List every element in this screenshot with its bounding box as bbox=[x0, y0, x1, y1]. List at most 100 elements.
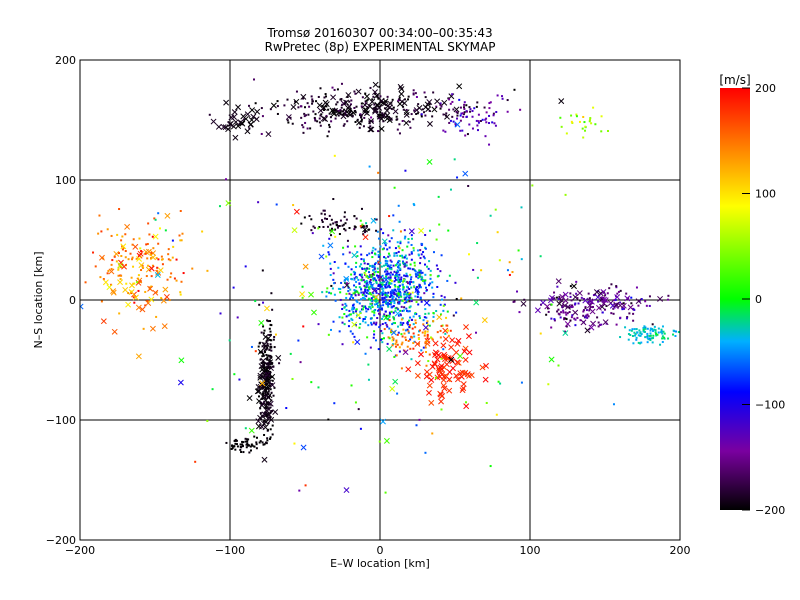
data-point-dot bbox=[241, 444, 244, 447]
data-point-dot bbox=[471, 127, 474, 130]
data-point-dot bbox=[373, 299, 376, 302]
data-point-dot bbox=[677, 331, 680, 334]
data-point-cross bbox=[257, 372, 264, 379]
data-point-cross bbox=[345, 105, 352, 112]
data-point-cross bbox=[235, 104, 242, 111]
data-point-dot bbox=[436, 285, 439, 288]
data-point-dot bbox=[640, 341, 643, 344]
data-point-cross bbox=[432, 340, 439, 347]
data-point-dot bbox=[170, 272, 173, 275]
data-point-dot bbox=[358, 302, 361, 305]
data-point-dot bbox=[297, 339, 300, 342]
data-point-dot bbox=[411, 336, 414, 339]
data-point-dot bbox=[140, 269, 143, 272]
data-point-dot bbox=[334, 117, 337, 120]
data-point-dot bbox=[250, 345, 253, 348]
data-point-dot bbox=[358, 326, 361, 329]
data-point-cross bbox=[264, 383, 271, 390]
data-point-dot bbox=[370, 299, 373, 302]
data-point-dot bbox=[381, 248, 384, 251]
data-point-dot bbox=[161, 263, 164, 266]
data-point-dot bbox=[397, 292, 400, 295]
data-point-dot bbox=[400, 318, 403, 321]
data-point-dot bbox=[406, 300, 409, 303]
data-point-dot bbox=[263, 349, 266, 352]
data-point-dot bbox=[245, 443, 248, 446]
data-point-dot bbox=[364, 316, 367, 319]
data-point-dot bbox=[385, 300, 388, 303]
data-point-dot bbox=[439, 103, 442, 106]
data-point-dot bbox=[501, 95, 504, 98]
data-point-dot bbox=[412, 92, 415, 95]
data-point-dot bbox=[348, 319, 351, 322]
data-point-dot bbox=[355, 299, 358, 302]
data-point-dot bbox=[424, 342, 427, 345]
data-point-dot bbox=[333, 154, 336, 157]
data-point-dot bbox=[314, 118, 317, 121]
data-point-dot bbox=[132, 238, 135, 241]
data-point-dot bbox=[419, 262, 422, 265]
data-point-dot bbox=[403, 297, 406, 300]
data-point-dot bbox=[391, 273, 394, 276]
data-point-dot bbox=[601, 311, 604, 314]
data-point-dot bbox=[448, 121, 451, 124]
data-point-cross bbox=[261, 456, 268, 463]
data-point-dot bbox=[369, 275, 372, 278]
data-point-dot bbox=[355, 286, 358, 289]
data-point-dot bbox=[259, 440, 262, 443]
data-point-dot bbox=[287, 121, 290, 124]
data-point-dot bbox=[360, 207, 363, 210]
data-point-dot bbox=[463, 107, 466, 110]
data-point-dot bbox=[276, 100, 279, 103]
data-point-dot bbox=[405, 307, 408, 310]
data-point-dot bbox=[408, 298, 411, 301]
data-point-dot bbox=[181, 232, 184, 235]
data-point-dot bbox=[397, 308, 400, 311]
data-point-dot bbox=[234, 448, 237, 451]
data-point-dot bbox=[152, 247, 155, 250]
data-point-dot bbox=[464, 134, 467, 137]
data-point-cross bbox=[368, 126, 375, 133]
data-point-cross bbox=[370, 217, 377, 224]
data-point-dot bbox=[265, 348, 268, 351]
data-point-dot bbox=[570, 114, 573, 117]
data-point-dot bbox=[366, 289, 369, 292]
colorbar-tick-label: −200 bbox=[755, 504, 785, 517]
data-point-dot bbox=[254, 300, 257, 303]
data-point-dot bbox=[339, 288, 342, 291]
data-point-dot bbox=[266, 319, 269, 322]
data-point-dot bbox=[419, 297, 422, 300]
data-point-dot bbox=[672, 329, 675, 332]
data-point-dot bbox=[364, 286, 367, 289]
data-point-dot bbox=[351, 306, 354, 309]
data-point-dot bbox=[269, 384, 272, 387]
data-point-dot bbox=[644, 326, 647, 329]
data-point-dot bbox=[383, 270, 386, 273]
data-point-dot bbox=[399, 294, 402, 297]
data-point-dot bbox=[410, 234, 413, 237]
data-point-dot bbox=[485, 401, 488, 404]
data-point-cross bbox=[320, 104, 327, 111]
data-point-cross bbox=[584, 327, 591, 334]
data-point-dot bbox=[389, 296, 392, 299]
data-point-dot bbox=[363, 116, 366, 119]
data-point-dot bbox=[326, 287, 329, 290]
data-point-cross bbox=[254, 388, 261, 395]
data-point-dot bbox=[341, 224, 344, 227]
data-point-dot bbox=[365, 99, 368, 102]
data-point-cross bbox=[178, 357, 185, 364]
data-point-dot bbox=[571, 305, 574, 308]
data-point-cross bbox=[258, 319, 265, 326]
data-point-dot bbox=[407, 340, 410, 343]
data-point-dot bbox=[440, 357, 443, 360]
data-point-dot bbox=[600, 130, 603, 133]
data-point-dot bbox=[657, 331, 660, 334]
data-point-dot bbox=[382, 304, 385, 307]
data-point-dot bbox=[385, 303, 388, 306]
data-point-dot bbox=[308, 105, 311, 108]
data-point-dot bbox=[360, 291, 363, 294]
data-point-dot bbox=[476, 242, 479, 245]
data-point-dot bbox=[391, 294, 394, 297]
data-point-dot bbox=[410, 276, 413, 279]
